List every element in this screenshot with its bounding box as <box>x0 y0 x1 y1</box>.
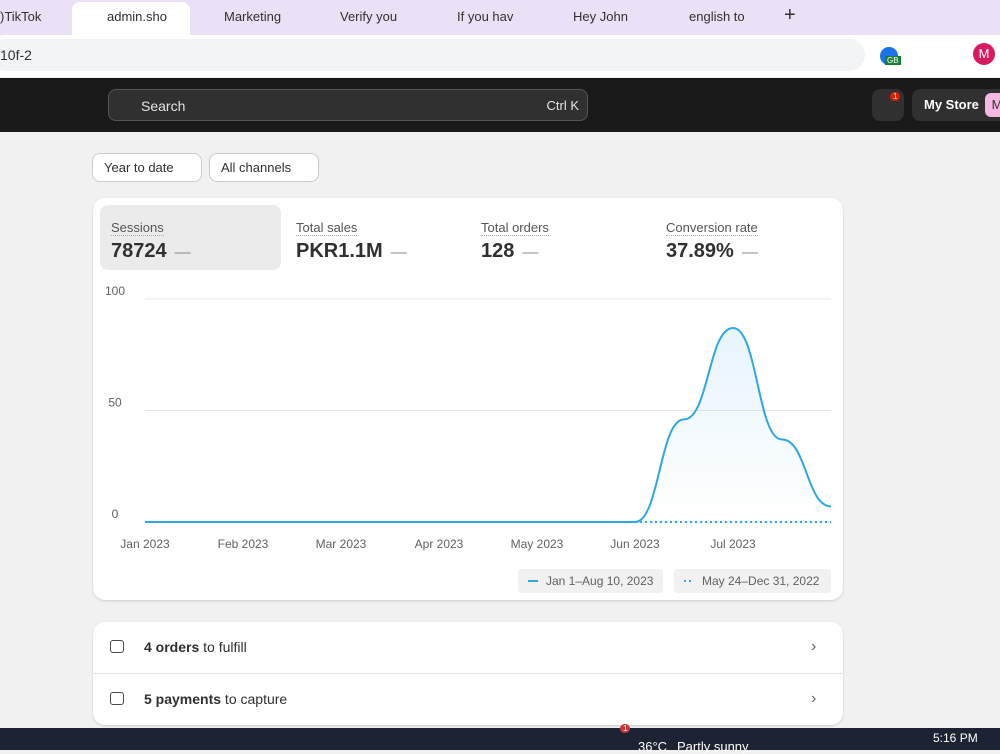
admin-header: Search Ctrl K 1 My Store M <box>0 78 1000 132</box>
metric-label: Sessions <box>111 220 164 236</box>
tab-title[interactable]: admin.sho <box>107 9 167 24</box>
metric[interactable]: Total sales PKR1.1M — <box>296 220 466 263</box>
metric[interactable]: Sessions 78724 — <box>111 220 281 263</box>
shortcut: Ctrl K <box>546 98 580 113</box>
metric-label: Total sales <box>296 220 358 236</box>
task-icon <box>110 692 124 705</box>
task-label: to fulfill <box>199 639 247 655</box>
tab-title[interactable]: english to <box>689 9 745 24</box>
profile[interactable]: M <box>973 43 995 65</box>
task-text: 4 orders to fulfill <box>144 639 247 655</box>
legend-label: Jan 1–Aug 10, 2023 <box>546 574 654 588</box>
metric-label: Total orders <box>481 220 549 236</box>
chevron: › <box>811 638 817 655</box>
metric-value: 78724 <box>111 240 167 262</box>
task-row[interactable]: 5 payments to capture › <box>93 674 843 725</box>
divider <box>93 673 843 674</box>
avatar: M <box>985 93 1000 117</box>
metric-row: 128 — <box>481 240 651 263</box>
x-tick-label: Jun 2023 <box>610 537 660 551</box>
search-box[interactable]: Search Ctrl K <box>108 89 588 121</box>
metric-value: PKR1.1M <box>296 240 383 262</box>
y-tick-label: 50 <box>108 396 122 410</box>
task-row[interactable]: 4 orders to fulfill › <box>93 622 843 673</box>
chart: 0 50 100 Jan 2023 Feb 2023 Mar 2023 Apr 2023 Ma… <box>105 284 832 593</box>
new-tab[interactable]: + <box>784 4 796 26</box>
x-tick-label: Feb 2023 <box>218 537 269 551</box>
task-text: 5 payments to capture <box>144 691 287 707</box>
notifications[interactable]: 1 <box>872 89 904 121</box>
area <box>145 327 831 522</box>
x-tick-label: Jul 2023 <box>710 537 756 551</box>
x-tick-label: Jan 2023 <box>120 537 170 551</box>
metric[interactable]: Conversion rate 37.89% — <box>666 220 836 263</box>
x-tick-label: Mar 2023 <box>316 537 367 551</box>
task-count: 4 orders <box>144 639 200 655</box>
legend-item <box>674 569 831 593</box>
metric-row: 37.89% — <box>666 240 836 263</box>
series-line <box>145 326 832 523</box>
metric[interactable]: Total orders 128 — <box>481 220 651 263</box>
notification-count: 1 <box>890 92 901 101</box>
metric-value: 37.89% <box>666 240 734 262</box>
metric-highlight <box>100 205 281 270</box>
tab-title[interactable]: Hey John <box>573 9 628 24</box>
y-tick-label: 0 <box>112 507 119 521</box>
legend-item <box>518 569 663 593</box>
metric-change: — <box>390 244 407 261</box>
task-label: to capture <box>221 691 288 707</box>
badge: GB <box>885 56 901 65</box>
clock: 5:16 PM <box>933 731 978 745</box>
metric-row: PKR1.1M — <box>296 240 466 263</box>
filter-label: Year to date <box>104 160 174 175</box>
url-field[interactable]: 10f-2 <box>0 39 865 71</box>
tasks-card: 4 orders to fulfill › 5 payments to captur… <box>93 622 843 725</box>
x-tick-label: Apr 2023 <box>415 537 464 551</box>
url: 10f-2 <box>0 47 32 63</box>
weather-badge: 1 <box>620 724 631 733</box>
task-icon <box>110 640 124 653</box>
metric-change: — <box>741 244 758 261</box>
store-name: My Store <box>924 97 979 112</box>
metric-change: — <box>522 244 539 261</box>
metric-value: 128 <box>481 240 515 262</box>
metric-row: 78724 — <box>111 240 281 263</box>
analytics-card: Sessions 78724— Total sales PKR1.1M — Total o… <box>93 198 843 600</box>
task-count: 5 payments <box>144 691 222 707</box>
metric-change: — <box>174 244 191 261</box>
search-placeholder: Search <box>141 98 186 114</box>
filter-button[interactable]: All channels <box>209 153 319 182</box>
tab-title[interactable]: Verify you <box>340 9 398 24</box>
active-tab <box>72 2 190 35</box>
tab-title[interactable]: If you hav <box>457 9 514 24</box>
temperature: 36°C <box>638 739 668 754</box>
filter-button[interactable]: Year to date <box>92 153 202 182</box>
tab-title[interactable]: Marketing <box>224 9 282 24</box>
tab-title[interactable]: )TikTok <box>0 9 42 24</box>
metric-label: Conversion rate <box>666 220 758 236</box>
tab-bar: )TikTok admin.sho Marketing Verify you If yo… <box>0 0 1000 35</box>
legend-label: May 24–Dec 31, 2022 <box>702 574 820 588</box>
filter-label: All channels <box>221 160 292 175</box>
store-menu[interactable]: My Store M <box>912 89 1000 121</box>
chevron: › <box>811 690 817 707</box>
toolbar: 10f-2 GB M <box>0 35 1000 77</box>
weather: Partly sunny <box>677 739 749 754</box>
y-tick-label: 100 <box>105 284 125 298</box>
taskbar: 1 36°C Partly sunny 5:16 PM <box>0 724 1000 754</box>
x-tick-label: May 2023 <box>511 537 564 551</box>
